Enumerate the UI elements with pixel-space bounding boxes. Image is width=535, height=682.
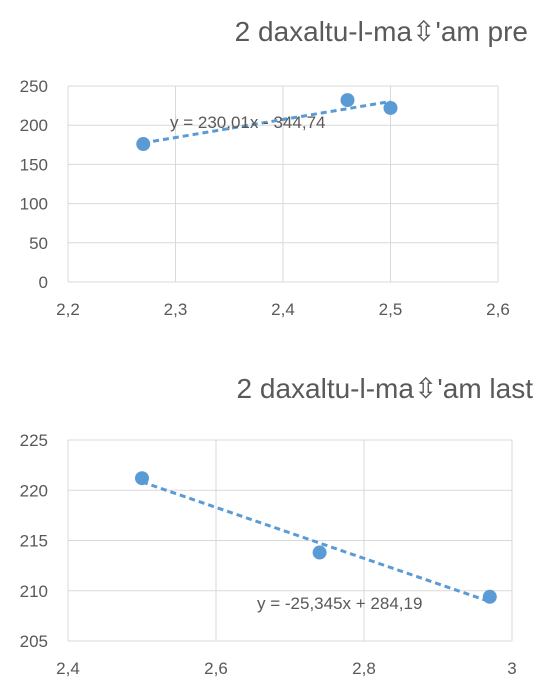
y-tick-labels: 205 210 215 220 225 xyxy=(20,431,48,651)
y-tick-label: 250 xyxy=(20,77,48,96)
y-tick-label: 205 xyxy=(20,632,48,651)
gridlines xyxy=(67,439,513,642)
x-tick-label: 2,6 xyxy=(486,300,510,319)
gridlines xyxy=(67,85,499,283)
data-points xyxy=(135,471,497,604)
x-tick-label: 2,6 xyxy=(204,659,228,678)
x-tick-label: 2,3 xyxy=(164,300,188,319)
x-tick-label: 2,5 xyxy=(379,300,403,319)
y-tick-label: 0 xyxy=(39,273,48,292)
y-tick-label: 225 xyxy=(20,431,48,450)
x-tick-labels: 2,4 2,6 2,8 3 xyxy=(56,659,517,678)
chart-title: 2 daxaltu-l-ma⇳'am last xyxy=(237,373,534,404)
y-tick-label: 215 xyxy=(20,532,48,551)
chart-title: 2 daxaltu-l-ma⇳'am pre xyxy=(235,16,528,47)
y-tick-label: 150 xyxy=(20,155,48,174)
chart-pre: 2 daxaltu-l-ma⇳'am pre 0 50 100 150 200 … xyxy=(20,16,528,319)
data-point xyxy=(135,471,149,486)
y-tick-label: 210 xyxy=(20,582,48,601)
x-tick-label: 2,8 xyxy=(352,659,376,678)
data-point xyxy=(340,93,355,108)
trendline xyxy=(143,99,391,145)
data-point xyxy=(482,589,497,604)
y-tick-labels: 0 50 100 150 200 250 xyxy=(20,77,48,292)
trendline xyxy=(141,480,491,604)
trendline-equation: y = 230,01x - 344,74 xyxy=(170,113,325,132)
x-tick-label: 2,2 xyxy=(56,300,80,319)
data-point xyxy=(136,137,151,152)
y-tick-label: 50 xyxy=(29,234,48,253)
chart-last: 2 daxaltu-l-ma⇳'am last 205 210 215 220 … xyxy=(20,373,534,678)
y-tick-label: 100 xyxy=(20,195,48,214)
x-tick-label: 2,4 xyxy=(271,300,295,319)
data-points xyxy=(136,93,398,152)
data-point xyxy=(383,100,398,115)
y-tick-label: 200 xyxy=(20,116,48,135)
x-tick-labels: 2,2 2,3 2,4 2,5 2,6 xyxy=(56,300,510,319)
trendline-equation: y = -25,345x + 284,19 xyxy=(257,594,422,613)
x-tick-label: 3 xyxy=(507,659,516,678)
y-tick-label: 220 xyxy=(20,481,48,500)
data-point xyxy=(312,545,327,560)
x-tick-label: 2,4 xyxy=(56,659,80,678)
